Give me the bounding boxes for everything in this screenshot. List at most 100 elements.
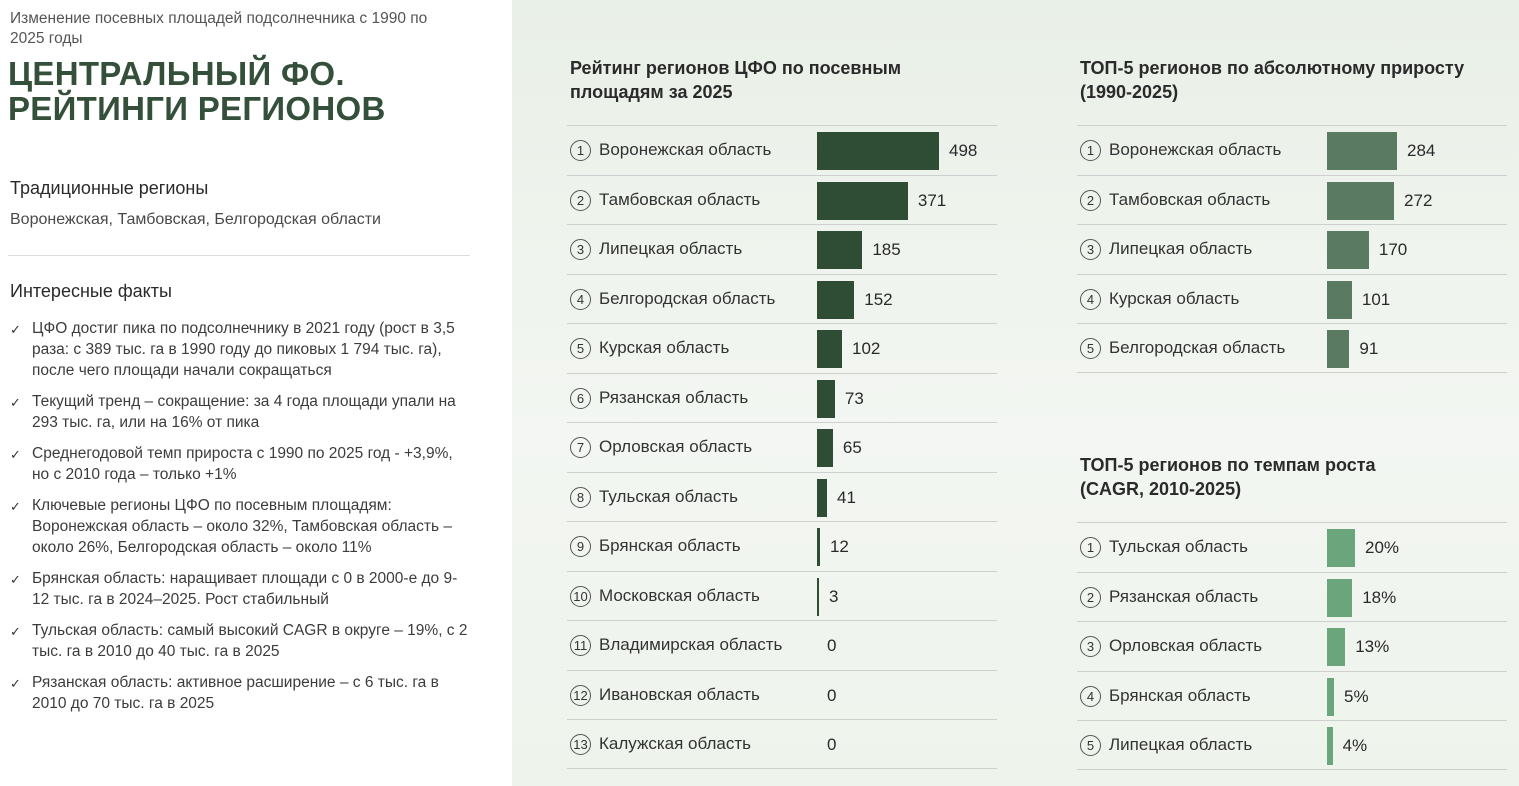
rank-badge: 2 bbox=[1080, 189, 1101, 211]
fact-text: Среднегодовой темп прироста с 1990 по 20… bbox=[32, 445, 453, 483]
region-label: Тульская область bbox=[599, 486, 738, 506]
fact-text: ЦФО достиг пика по подсолнечнику в 2021 … bbox=[32, 320, 455, 379]
facts-heading: Интересные факты bbox=[10, 281, 172, 301]
facts-list: ✓ ЦФО достиг пика по подсолнечнику в 2021… bbox=[10, 318, 470, 724]
value-label: 91 bbox=[1359, 339, 1379, 358]
page-title-line: РЕЙТИНГИ РЕГИОНОВ bbox=[8, 90, 386, 127]
value-label: 0 bbox=[827, 685, 837, 705]
fact-text: Рязанская область: активное расширение –… bbox=[32, 674, 439, 712]
bar bbox=[817, 429, 833, 467]
value-label: 0 bbox=[827, 735, 837, 754]
chart-row: 7 Орловская область 65 bbox=[567, 422, 997, 472]
value-label: 12 bbox=[829, 537, 849, 556]
region-label: Владимирская область bbox=[599, 635, 783, 654]
fact-text: Брянская область: наращивает площади с 0… bbox=[32, 570, 458, 608]
value-label: 0 bbox=[827, 636, 837, 655]
fact-item: ✓ Рязанская область: активное расширение … bbox=[10, 672, 470, 714]
chart-row: 9 Брянская область 12 bbox=[567, 521, 997, 571]
chart-row: 10 Московская область 3 bbox=[567, 570, 997, 621]
check-icon: ✓ bbox=[10, 395, 21, 410]
chart-row: 1 Воронежская область 284 bbox=[1077, 125, 1507, 175]
value-label: 73 bbox=[844, 388, 864, 408]
rank-badge: 1 bbox=[1080, 140, 1101, 161]
fact-text: Тульская область: самый высокий CAGR в о… bbox=[32, 622, 468, 660]
rank-badge: 7 bbox=[570, 437, 591, 458]
value-label: 152 bbox=[864, 289, 893, 309]
region-label: Калужская область bbox=[599, 734, 751, 753]
bar bbox=[817, 231, 863, 269]
region-label: Липецкая область bbox=[1109, 735, 1253, 754]
region-label: Тамбовская область bbox=[599, 189, 761, 209]
check-icon: ✓ bbox=[10, 676, 21, 691]
rank-badge: 6 bbox=[570, 387, 591, 409]
value-label: 4% bbox=[1342, 736, 1368, 755]
bar bbox=[1327, 529, 1355, 567]
chart-row: 5 Курская область 102 bbox=[567, 323, 997, 373]
bar bbox=[1327, 231, 1369, 269]
region-label: Воронежская область bbox=[599, 140, 772, 159]
bar bbox=[817, 379, 835, 418]
region-label: Курская область bbox=[599, 338, 730, 357]
rank-badge: 4 bbox=[1080, 288, 1101, 310]
chart-row: 12 Ивановская область 0 bbox=[567, 669, 997, 720]
chart-title-ranking: Рейтинг регионов ЦФО по посевным площадя… bbox=[570, 58, 902, 102]
chart-title-cagr: ТОП-5 регионов по темпам роста (CAGR, 20… bbox=[1080, 455, 1376, 499]
region-label: Рязанская область bbox=[1109, 586, 1259, 606]
rank-badge: 1 bbox=[1080, 537, 1101, 558]
fact-text: Ключевые регионы ЦФО по посевным площадя… bbox=[32, 497, 452, 556]
rank-badge: 5 bbox=[570, 338, 591, 359]
value-label: 65 bbox=[842, 438, 862, 457]
value-label: 18% bbox=[1362, 587, 1397, 607]
bar bbox=[817, 181, 908, 220]
bar bbox=[817, 528, 820, 566]
bar bbox=[817, 577, 819, 616]
ranking-chart: 1 Воронежская область 498 2 Тамбовская облас… bbox=[567, 125, 997, 771]
chart-row: 5 Белгородская область 91 bbox=[1077, 323, 1507, 373]
value-label: 5% bbox=[1344, 686, 1369, 706]
bar bbox=[1327, 132, 1397, 170]
section-divider bbox=[8, 255, 470, 256]
check-icon: ✓ bbox=[10, 447, 21, 462]
region-label: Ивановская область bbox=[599, 684, 760, 704]
rank-badge: 5 bbox=[1080, 735, 1101, 756]
region-label: Рязанская область bbox=[599, 387, 749, 407]
chart-row: 3 Липецкая область 170 bbox=[1077, 224, 1507, 274]
bar bbox=[1327, 280, 1352, 319]
value-label: 101 bbox=[1361, 289, 1391, 309]
fact-item: ✓ Текущий тренд – сокращение: за 4 года п… bbox=[10, 391, 470, 433]
region-label: Липецкая область bbox=[599, 239, 743, 258]
chart-row: 11 Владимирская область 0 bbox=[567, 620, 997, 670]
chart-row: 4 Белгородская область 152 bbox=[567, 273, 997, 324]
region-label: Тамбовская область bbox=[1109, 189, 1271, 209]
left-panel: Изменение посевных площадей подсолнечник… bbox=[0, 0, 512, 786]
chart-row: 2 Тамбовская область 371 bbox=[567, 174, 997, 225]
region-label: Орловская область bbox=[1109, 636, 1263, 655]
rank-badge: 3 bbox=[570, 239, 591, 260]
check-icon: ✓ bbox=[10, 322, 21, 337]
traditional-text: Воронежская, Тамбовская, Белгородская об… bbox=[10, 211, 381, 228]
rank-badge: 3 bbox=[1080, 239, 1101, 260]
rank-badge: 12 bbox=[570, 684, 591, 706]
chart-row: 4 Курская область 101 bbox=[1077, 273, 1507, 324]
bar bbox=[1327, 677, 1334, 716]
bar bbox=[1327, 628, 1346, 666]
chart-row: 1 Воронежская область 498 bbox=[567, 125, 997, 175]
value-label: 20% bbox=[1365, 538, 1400, 557]
cagr-chart: 1 Тульская область 20% 2 Рязанская область 18… bbox=[1077, 522, 1507, 772]
value-label: 284 bbox=[1407, 141, 1436, 160]
chart-row: 13 Калужская область 0 bbox=[567, 719, 997, 769]
right-panel bbox=[512, 0, 1519, 786]
rank-badge: 4 bbox=[1080, 685, 1101, 707]
chart-row: 2 Тамбовская область 272 bbox=[1077, 174, 1507, 225]
fact-item: ✓ ЦФО достиг пика по подсолнечнику в 2021… bbox=[10, 318, 470, 381]
fact-item: ✓ Брянская область: наращивает площади с … bbox=[10, 568, 470, 610]
value-label: 185 bbox=[872, 240, 901, 259]
chart-row: 5 Липецкая область 4% bbox=[1077, 720, 1507, 770]
chart-row: 3 Орловская область 13% bbox=[1077, 621, 1507, 671]
fact-item: ✓ Тульская область: самый высокий CAGR в … bbox=[10, 620, 470, 662]
region-label: Курская область bbox=[1109, 288, 1240, 308]
chart-row: 3 Липецкая область 185 bbox=[567, 224, 997, 274]
value-label: 41 bbox=[837, 487, 856, 507]
value-label: 13% bbox=[1355, 637, 1390, 656]
rank-badge: 1 bbox=[570, 140, 591, 161]
